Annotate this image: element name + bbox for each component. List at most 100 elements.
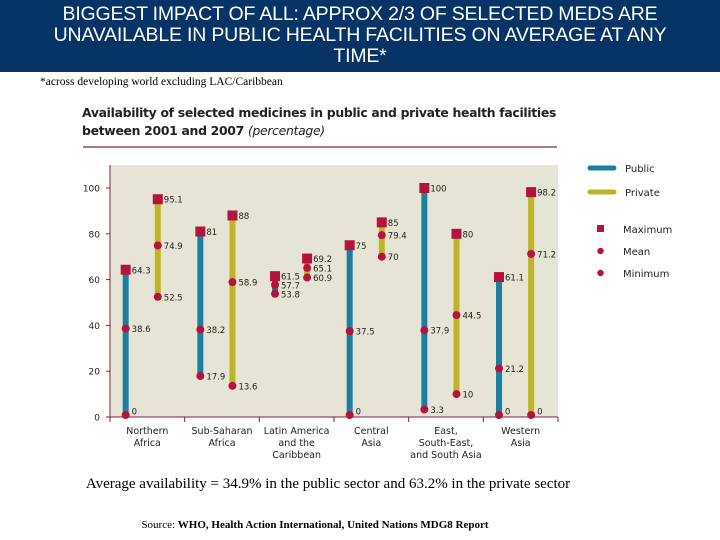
minimum-label: 60.9 xyxy=(313,274,332,284)
minimum-label: 70 xyxy=(388,253,399,263)
minimum-marker xyxy=(452,390,461,399)
maximum-label: 61.1 xyxy=(505,274,524,284)
chart-marks: 64.3 38.6 0 81 38.2 17.9 61.557.753.8 75 37.5 0 10… xyxy=(120,183,556,419)
maximum-label: 85 xyxy=(388,219,399,229)
x-tick-label: Western xyxy=(501,426,540,437)
x-tick-label: Asia xyxy=(361,438,381,449)
mean-marker xyxy=(153,241,162,250)
x-tick-label: and the xyxy=(278,438,315,449)
mean-marker xyxy=(452,311,461,320)
slide-title-line: TIME* xyxy=(333,45,387,67)
maximum-marker xyxy=(451,228,462,239)
maximum-marker xyxy=(526,187,537,198)
public-range-2: 61.557.753.8 xyxy=(270,271,300,300)
minimum-label: 10 xyxy=(462,391,473,401)
mean-label: 38.6 xyxy=(132,325,151,335)
legend-label-minimum: Minimum xyxy=(623,269,669,280)
y-tick-label: 40 xyxy=(89,322,101,332)
minimum-marker xyxy=(420,405,429,414)
public-range-5: 61.1 21.2 0 xyxy=(494,272,524,419)
maximum-marker xyxy=(152,194,163,205)
minimum-marker xyxy=(228,381,237,390)
y-tick-label: 20 xyxy=(89,368,101,378)
x-tick-label: Africa xyxy=(208,438,235,449)
maximum-label: 61.5 xyxy=(281,273,300,283)
source-body: WHO, Health Action International, United… xyxy=(177,519,489,531)
mean-label: 57.7 xyxy=(281,281,300,291)
minimum-marker xyxy=(377,252,386,261)
maximum-label: 98.2 xyxy=(537,189,556,199)
maximum-marker xyxy=(344,240,355,251)
mean-marker xyxy=(420,326,429,335)
legend-minimum-icon xyxy=(597,269,604,277)
public-range-bar xyxy=(421,188,428,410)
mean-marker xyxy=(228,278,237,287)
mean-marker xyxy=(121,324,130,333)
public-range-bar xyxy=(197,231,204,377)
minimum-marker xyxy=(303,273,312,282)
private-range-bar xyxy=(229,215,236,386)
maximum-label: 88 xyxy=(238,212,249,222)
summary-text: Average availability = 34.9% in the publ… xyxy=(85,476,571,492)
maximum-marker xyxy=(494,272,505,283)
minimum-label: 53.8 xyxy=(281,290,300,300)
chart-title-line2: between 2001 and 2007 (percentage) xyxy=(82,122,556,140)
public-range-4: 100 37.9 3.3 xyxy=(419,183,449,416)
legend-label-maximum: Maximum xyxy=(623,225,672,236)
minimum-label: 0 xyxy=(132,408,137,418)
maximum-label: 64.3 xyxy=(132,266,151,276)
maximum-label: 69.2 xyxy=(313,255,332,265)
private-range-0: 95.1 74.9 52.5 xyxy=(152,194,183,303)
legend-mean-icon xyxy=(597,247,604,255)
slide-title: BIGGEST IMPACT OF ALL: APPROX 2/3 OF SEL… xyxy=(10,4,710,67)
title-banner: BIGGEST IMPACT OF ALL: APPROX 2/3 OF SEL… xyxy=(0,0,720,72)
legend-label-mean: Mean xyxy=(623,247,650,258)
minimum-label: 0 xyxy=(537,408,542,418)
maximum-label: 75 xyxy=(356,242,367,252)
chart-title-main: between 2001 and 2007 xyxy=(82,123,248,138)
private-range-2: 69.265.160.9 xyxy=(302,253,332,284)
x-tick-label: South-East, xyxy=(419,438,474,449)
public-range-1: 81 38.2 17.9 xyxy=(195,226,225,383)
minimum-label: 13.6 xyxy=(238,382,257,392)
minimum-label: 0 xyxy=(356,408,361,418)
private-range-1: 88 58.9 13.6 xyxy=(227,210,257,392)
minimum-marker xyxy=(153,292,162,301)
x-tick-label: Latin America xyxy=(264,426,330,437)
mean-marker xyxy=(495,364,504,373)
chart-title-line1: Availability of selected medicines in pu… xyxy=(82,105,557,120)
legend-label-public: Public xyxy=(625,164,655,175)
public-range-bar xyxy=(122,269,129,417)
mean-label: 37.9 xyxy=(430,327,449,337)
minimum-marker xyxy=(527,411,536,419)
mean-label: 74.9 xyxy=(164,242,183,252)
mean-label: 37.5 xyxy=(356,328,375,338)
maximum-label: 80 xyxy=(462,230,473,240)
mean-label: 71.2 xyxy=(537,250,556,260)
source-prefix: Source: xyxy=(141,519,178,531)
x-tick-label: Northern xyxy=(126,426,168,437)
y-tick-label: 100 xyxy=(83,185,100,195)
maximum-marker xyxy=(195,226,206,237)
footnote: *across developing world excluding LAC/C… xyxy=(40,76,283,88)
mean-label: 38.2 xyxy=(206,326,225,336)
plot-area xyxy=(110,165,558,417)
maximum-label: 81 xyxy=(206,228,217,238)
x-tick-label: Caribbean xyxy=(272,450,321,461)
minimum-marker xyxy=(196,372,205,381)
private-range-bar xyxy=(378,222,385,257)
chart-title: Availability of selected medicines in pu… xyxy=(82,104,556,140)
mean-label: 21.2 xyxy=(505,365,524,375)
public-range-bar xyxy=(496,277,503,417)
x-tick-label: Sub-Saharan xyxy=(192,426,253,437)
minimum-label: 17.9 xyxy=(206,373,225,383)
maximum-label: 95.1 xyxy=(164,196,183,206)
mean-marker xyxy=(527,249,536,258)
minimum-label: 3.3 xyxy=(430,406,444,416)
x-tick-label: Africa xyxy=(134,438,161,449)
mean-marker xyxy=(345,327,354,336)
mean-marker xyxy=(196,325,205,334)
private-range-3: 85 79.4 70 xyxy=(376,217,407,263)
